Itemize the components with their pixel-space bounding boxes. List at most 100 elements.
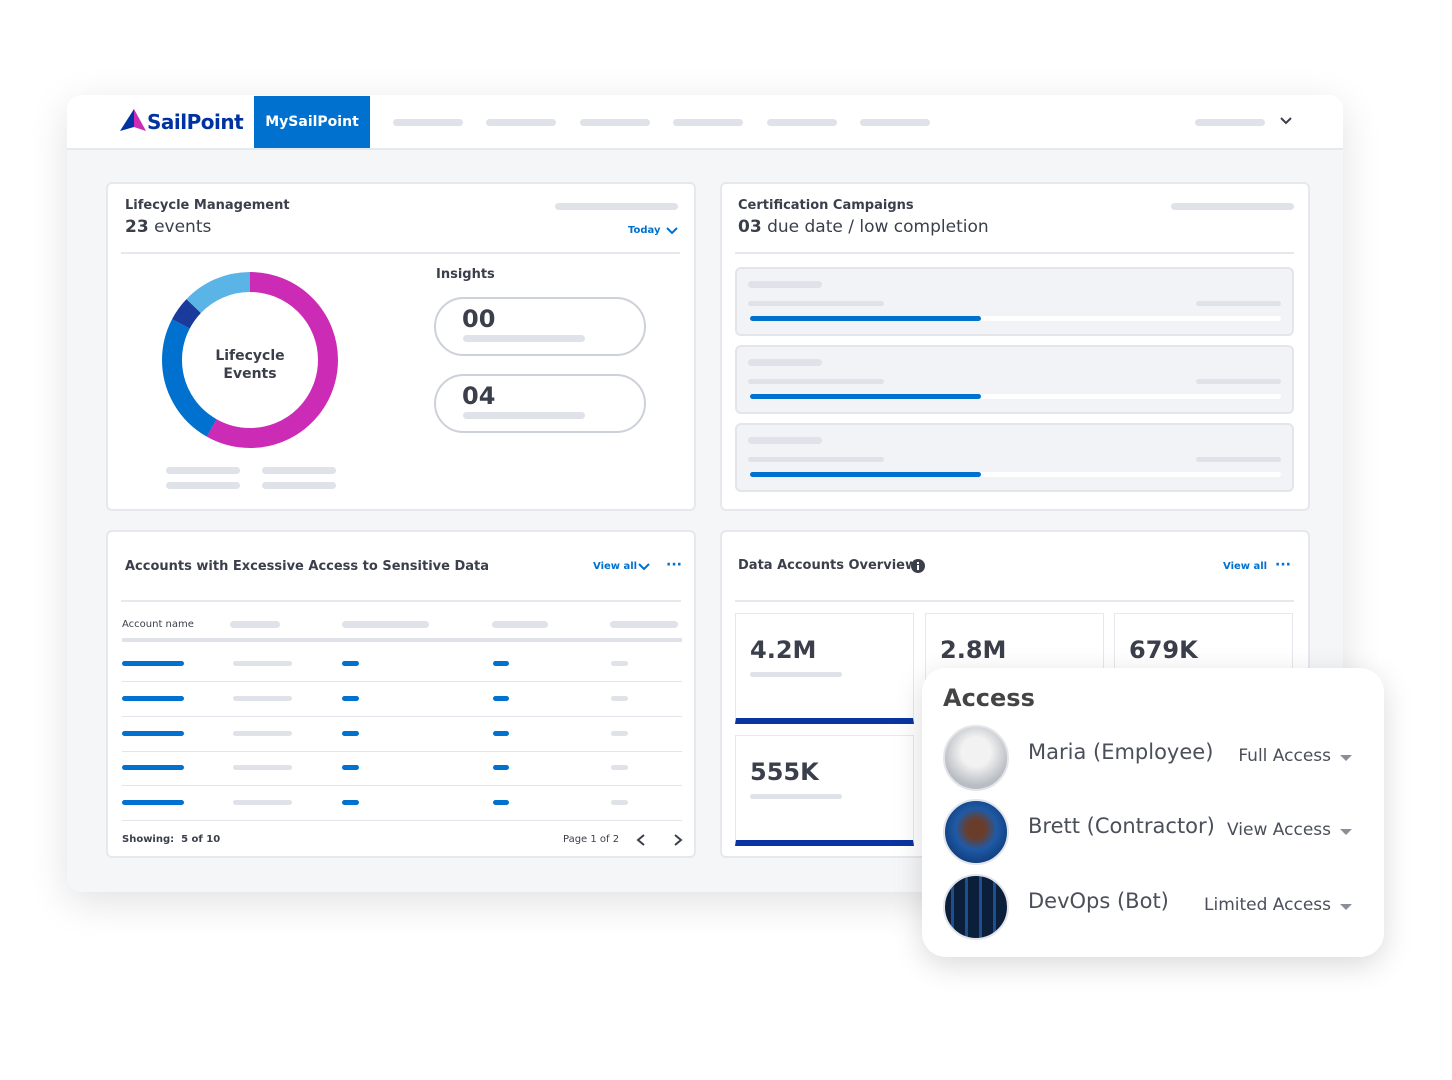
nav-placeholder xyxy=(860,119,930,126)
cell-placeholder xyxy=(233,731,292,736)
access-level[interactable]: Full Access xyxy=(1238,746,1331,766)
placeholder xyxy=(748,281,822,288)
cell-placeholder xyxy=(342,800,359,805)
cell-placeholder xyxy=(342,765,359,770)
cell-placeholder xyxy=(342,661,359,666)
placeholder xyxy=(1171,203,1294,210)
progress-track xyxy=(750,472,1281,477)
chevron[interactable] xyxy=(1279,116,1293,126)
donut-label-line: Events xyxy=(223,366,277,382)
placeholder xyxy=(748,359,822,366)
insight-pill xyxy=(434,297,646,356)
panel-title: Lifecycle Management xyxy=(125,198,290,213)
avatar xyxy=(943,725,1009,791)
cell-placeholder xyxy=(493,661,509,666)
showing: Showing: 5 of 10 xyxy=(122,834,220,845)
dropdown-caret[interactable] xyxy=(1340,829,1352,835)
person-name: Maria (Employee) xyxy=(1028,740,1214,764)
placeholder xyxy=(748,379,884,384)
donut-label-line: Lifecycle xyxy=(215,348,285,364)
stat-value: 679K xyxy=(1129,636,1198,664)
access-level[interactable]: View Access xyxy=(1227,820,1331,840)
nav-placeholder xyxy=(486,119,556,126)
showing-label: Showing: xyxy=(122,834,175,845)
info-icon[interactable] xyxy=(910,558,926,574)
campaign-summary: 03 due date / low completion xyxy=(738,217,989,237)
insight-value: 04 xyxy=(462,382,496,410)
row-divider xyxy=(122,751,682,752)
filter[interactable]: Today xyxy=(628,225,661,236)
divider xyxy=(735,600,1294,602)
prev-page[interactable] xyxy=(635,833,647,847)
placeholder xyxy=(1196,301,1281,306)
placeholder xyxy=(750,672,842,677)
logo-icon xyxy=(120,109,146,131)
divider xyxy=(121,600,681,602)
pagination: Page 1 of 2 xyxy=(563,834,620,845)
cell-placeholder xyxy=(611,800,628,805)
stat-value: 555K xyxy=(750,758,819,786)
cell-placeholder xyxy=(493,800,509,805)
insight-pill xyxy=(434,374,646,433)
showing-value: 5 of 10 xyxy=(181,834,221,845)
cell-placeholder xyxy=(233,800,292,805)
cell-placeholder xyxy=(342,731,359,736)
view-all[interactable]: View all xyxy=(1223,561,1268,572)
placeholder xyxy=(463,335,585,342)
next-page[interactable] xyxy=(672,833,684,847)
count-unit: events xyxy=(154,217,212,237)
placeholder xyxy=(342,621,429,628)
person-name: Brett (Contractor) xyxy=(1028,814,1215,838)
chevron[interactable] xyxy=(637,562,651,572)
count: 03 xyxy=(738,217,762,237)
insights-title: Insights xyxy=(436,267,495,282)
logo: SailPoint xyxy=(147,110,244,134)
placeholder xyxy=(166,467,240,474)
panel-title: Data Accounts Overview xyxy=(738,558,917,573)
stat-tile: 4.2M xyxy=(735,613,914,724)
divider xyxy=(121,252,680,254)
dropdown-caret[interactable] xyxy=(1340,904,1352,910)
placeholder xyxy=(463,412,585,419)
placeholder xyxy=(492,621,548,628)
placeholder xyxy=(262,467,336,474)
stat-value: 2.8M xyxy=(940,636,1007,664)
more-menu[interactable]: ··· xyxy=(666,557,682,573)
stat-tile: 555K xyxy=(735,735,914,846)
donut-label: Lifecycle Events xyxy=(190,347,310,383)
event-count: 23 events xyxy=(125,217,211,237)
view-all[interactable]: View all xyxy=(593,561,638,572)
dropdown-caret[interactable] xyxy=(1340,755,1352,761)
person-name: DevOps (Bot) xyxy=(1028,889,1169,913)
nav-tab[interactable]: MySailPoint xyxy=(254,96,370,148)
donut xyxy=(162,272,338,448)
access-title: Access xyxy=(943,684,1035,712)
accounts-panel xyxy=(106,530,696,858)
placeholder xyxy=(748,457,884,462)
cell-placeholder xyxy=(611,661,628,666)
stat-value: 4.2M xyxy=(750,636,817,664)
row-divider xyxy=(122,785,682,786)
column-header: Account name xyxy=(122,619,194,630)
chevron[interactable] xyxy=(665,226,679,236)
more-menu[interactable]: ··· xyxy=(1275,557,1291,573)
progress-fill xyxy=(750,394,981,399)
placeholder xyxy=(750,794,842,799)
cell-placeholder xyxy=(122,765,184,770)
cell-placeholder xyxy=(233,765,292,770)
summary-text: due date / low completion xyxy=(767,217,989,237)
panel-title: Certification Campaigns xyxy=(738,198,914,213)
cell-placeholder xyxy=(122,731,184,736)
row-divider xyxy=(122,681,682,682)
header-rule xyxy=(122,638,682,642)
cell-placeholder xyxy=(611,696,628,701)
progress-fill xyxy=(750,316,981,321)
access-level[interactable]: Limited Access xyxy=(1204,895,1331,915)
cell-placeholder xyxy=(493,696,509,701)
nav-placeholder xyxy=(580,119,650,126)
cell-placeholder xyxy=(233,661,292,666)
nav-placeholder xyxy=(767,119,837,126)
user-placeholder xyxy=(1195,119,1265,126)
